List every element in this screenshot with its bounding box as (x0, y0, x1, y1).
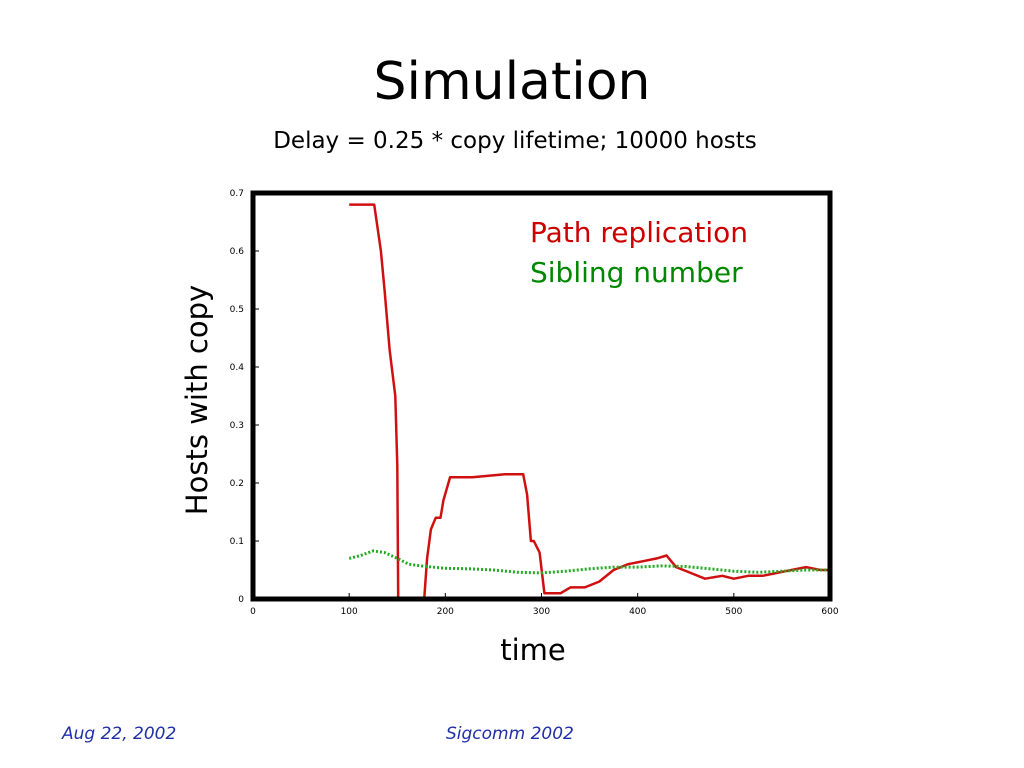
plot-frame (250, 190, 833, 602)
y-tick-label: 0.5 (230, 305, 244, 315)
y-tick-label: 0 (238, 595, 244, 605)
y-tick-label: 0.6 (230, 247, 245, 257)
x-tick-label: 100 (341, 607, 358, 617)
x-tick-label: 600 (821, 607, 838, 617)
x-tick-label: 0 (250, 607, 256, 617)
footer-date: Aug 22, 2002 (62, 724, 177, 744)
y-tick-label: 0.3 (230, 421, 244, 431)
x-tick-label: 400 (629, 607, 646, 617)
legend-sibling-number: Sibling number (530, 256, 743, 289)
x-tick-label: 300 (533, 607, 550, 617)
y-tick-label: 0.7 (230, 189, 244, 199)
y-tick-label: 0.2 (230, 479, 244, 489)
y-tick-label: 0.4 (230, 363, 245, 373)
x-axis-label: time (500, 633, 566, 667)
slide-subtitle: Delay = 0.25 * copy lifetime; 10000 host… (273, 128, 757, 154)
x-tick-label: 200 (437, 607, 454, 617)
slide-title: Simulation (373, 52, 651, 112)
y-tick-label: 0.1 (230, 537, 244, 547)
y-axis-label: Hosts with copy (180, 285, 214, 515)
footer-conference: Sigcomm 2002 (446, 724, 574, 744)
series-sibling-number-line (348, 549, 830, 575)
legend-path-replication: Path replication (530, 216, 748, 249)
x-tick-label: 500 (725, 607, 742, 617)
